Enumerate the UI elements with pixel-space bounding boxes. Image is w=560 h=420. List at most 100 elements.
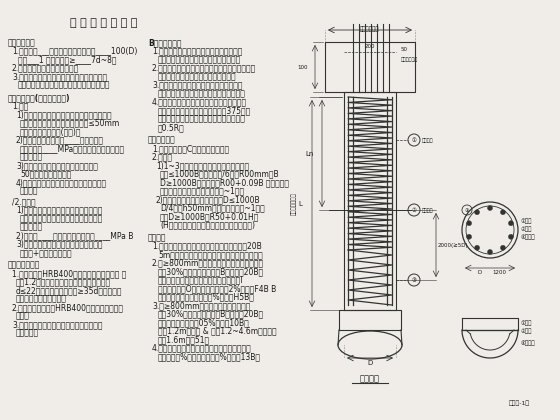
Text: 1.本桩，工程竣工验收后，桩施工完成后至少20B: 1.本桩，工程竣工验收后，桩施工完成后至少20B — [152, 241, 262, 250]
Text: 混凝，使泥浆带入混凝土中，影响最终混凝: 混凝，使泥浆带入混凝土中，影响最终混凝 — [158, 115, 246, 123]
Text: 桩长___1 米，桩间距≥____7d~8。: 桩长___1 米，桩间距≥____7d~8。 — [18, 55, 116, 64]
Text: 四、其他: 四、其他 — [148, 233, 166, 242]
Text: Ln: Ln — [306, 150, 314, 157]
Text: D≥1000B，主筋箍筋R00+0.09B 桩基础标准: D≥1000B，主筋箍筋R00+0.09B 桩基础标准 — [160, 178, 289, 187]
Text: L: L — [298, 200, 302, 207]
Circle shape — [508, 220, 514, 226]
Text: 笼放置不影响清孔效果，须重新清孔。: 笼放置不影响清孔效果，须重新清孔。 — [158, 72, 237, 81]
Circle shape — [466, 220, 472, 226]
Text: ④声测管: ④声测管 — [521, 234, 535, 239]
Text: 三、灌注材料: 三、灌注材料 — [148, 136, 176, 144]
Text: 的影响。: 的影响。 — [20, 186, 39, 195]
Text: 2000(≥5D): 2000(≥5D) — [438, 242, 469, 247]
Text: ①: ① — [412, 137, 417, 142]
Text: 桩顶标高: 桩顶标高 — [422, 137, 433, 142]
Text: 200: 200 — [365, 44, 375, 49]
Text: 钢筋规范，钢筋笼材料施工%，理智H5B。: 钢筋规范，钢筋笼材料施工%，理智H5B。 — [158, 292, 255, 302]
Text: 一、一般规定: 一、一般规定 — [8, 38, 36, 47]
Circle shape — [501, 245, 506, 250]
Text: 焊接，须满焊两侧焊接。: 焊接，须满焊两侧焊接。 — [16, 294, 67, 304]
Text: 2)桩基础施工，桩长为____，本桩基础: 2)桩基础施工，桩长为____，本桩基础 — [16, 136, 104, 144]
Text: 满足钢筋笼%。须满足钢筋笼%。理智13B。: 满足钢筋笼%。须满足钢筋笼%。理智13B。 — [158, 352, 261, 361]
Text: (H：指桩工程竣工验收后进行的工程量清单): (H：指桩工程竣工验收后进行的工程量清单) — [160, 220, 255, 229]
Text: 4.灌注混凝土时，混凝土应分层进行振捣，注: 4.灌注混凝土时，混凝土应分层进行振捣，注 — [152, 97, 247, 107]
Text: 桩头处理做法: 桩头处理做法 — [360, 26, 380, 32]
Text: 3.桩≥800mm，须监测相关规范，相关: 3.桩≥800mm，须监测相关规范，相关 — [152, 301, 250, 310]
Circle shape — [466, 234, 472, 239]
Text: 桩身大样: 桩身大样 — [360, 374, 380, 383]
Text: 意避免导管插入混凝土深度不够。375钢管: 意避免导管插入混凝土深度不够。375钢管 — [158, 106, 251, 115]
Text: /2.钻孔桩: /2.钻孔桩 — [12, 197, 36, 206]
Text: 地面标高: 地面标高 — [422, 207, 433, 213]
Text: 桩基础施工说明: 桩基础施工说明 — [291, 192, 297, 215]
Text: ①钢筋: ①钢筋 — [521, 320, 533, 326]
Text: 监理认可。: 监理认可。 — [20, 223, 43, 231]
Text: 土0.5R。: 土0.5R。 — [158, 123, 185, 132]
Text: 2)桩基础的钢筋笼螺旋箍筋直径D≤1000B: 2)桩基础的钢筋笼螺旋箍筋直径D≤1000B — [156, 195, 260, 204]
Text: 外打接，监督O钢筋笼钢筋材料计2%，理智F4B B: 外打接，监督O钢筋笼钢筋材料计2%，理智F4B B — [158, 284, 276, 293]
Text: 孔验证+。经验收合格。: 孔验证+。经验收合格。 — [20, 248, 73, 257]
Text: 桩顶嵌入承台: 桩顶嵌入承台 — [401, 57, 418, 62]
Text: 钢筋笼的制作，施工05%，理智10B。: 钢筋笼的制作，施工05%，理智10B。 — [158, 318, 250, 327]
Text: 2.钢筋笼: 2.钢筋笼 — [152, 152, 173, 162]
Text: ②: ② — [412, 207, 417, 213]
Circle shape — [501, 210, 506, 215]
Text: 单桩建设。自然桩径(以实)。: 单桩建设。自然桩径(以实)。 — [20, 127, 82, 136]
Text: 有关规定。: 有关规定。 — [16, 328, 39, 338]
Text: 施工单位、合理选用，并报甲方批准，并: 施工单位、合理选用，并报甲方批准，并 — [20, 214, 103, 223]
Text: d≤22时钢筋焊接，配箍筋≥35d，并须重叠: d≤22时钢筋焊接，配箍筋≥35d，并须重叠 — [16, 286, 123, 295]
Text: 1)本桩基础施工，桩位的偏差不得超过规范所: 1)本桩基础施工，桩位的偏差不得超过规范所 — [16, 110, 111, 119]
Text: 等，应达到工程设计的技术要求及有关标准。: 等，应达到工程设计的技术要求及有关标准。 — [18, 81, 110, 89]
Text: 钢筋D≥1000B，R50+0.01H。: 钢筋D≥1000B，R50+0.01H。 — [160, 212, 259, 221]
Text: 2.桩基施工应按国家规定执行。: 2.桩基施工应按国家规定执行。 — [12, 63, 80, 73]
Text: 100: 100 — [298, 65, 308, 69]
Text: 2)本桩径____采用旋挖钻孔施工桩____MPa B: 2)本桩径____采用旋挖钻孔施工桩____MPa B — [16, 231, 133, 240]
Circle shape — [508, 234, 514, 239]
Text: 2.灌注混凝土前应进行清孔，浇筑时清孔后，钢筋: 2.灌注混凝土前应进行清孔，浇筑时清孔后，钢筋 — [152, 63, 256, 73]
Text: 1.成孔: 1.成孔 — [12, 102, 29, 110]
Text: 钢筋≤1000B，主钢筋箍/6钢筋R00mm，B: 钢筋≤1000B，主钢筋箍/6钢筋R00mm，B — [160, 170, 279, 178]
Text: （桩页-1）: （桩页-1） — [509, 400, 530, 406]
Text: 认真核对混凝土标号，必须对混凝土搅拌。: 认真核对混凝土标号，必须对混凝土搅拌。 — [158, 89, 246, 98]
Text: 规，桩基础的清孔后泥浆沉渣厚度≤50mm: 规，桩基础的清孔后泥浆沉渣厚度≤50mm — [20, 118, 120, 128]
Text: 4)桩基础施工应尽量减少各种对周边建筑物: 4)桩基础施工应尽量减少各种对周边建筑物 — [16, 178, 107, 187]
Circle shape — [488, 249, 492, 255]
Text: 3.桩位、标高、桩底承载力、充盈系数、泥浆: 3.桩位、标高、桩底承载力、充盈系数、泥浆 — [12, 72, 107, 81]
Text: 3)成孔后必须进行泥浆、成孔。理清、成: 3)成孔后必须进行泥浆、成孔。理清、成 — [16, 239, 102, 249]
Text: ③: ③ — [412, 278, 417, 283]
Circle shape — [488, 205, 492, 210]
Text: 钢筋笼标准规格，螺旋箍筋间距~1根。: 钢筋笼标准规格，螺旋箍筋间距~1根。 — [160, 186, 245, 195]
Text: 1)本工程采用旋挖成孔施工，具体机具由: 1)本工程采用旋挖成孔施工，具体机具由 — [16, 205, 102, 215]
Text: 50: 50 — [401, 47, 408, 52]
Text: D: D — [367, 360, 372, 366]
Text: 三、钢筋笼制作: 三、钢筋笼制作 — [8, 260, 40, 270]
Text: 1.混凝土强度为C。级别时钢筋笼。: 1.混凝土强度为C。级别时钢筋笼。 — [152, 144, 229, 153]
Text: ③: ③ — [465, 207, 469, 213]
Text: 灌 注 桩 桩 一 说 明: 灌 注 桩 桩 一 说 明 — [70, 18, 137, 28]
Text: ①钢筋: ①钢筋 — [521, 218, 533, 223]
Circle shape — [474, 210, 479, 215]
Circle shape — [474, 245, 479, 250]
Text: B、灌注混凝土: B、灌注混凝土 — [148, 38, 181, 47]
Text: ②箍筋: ②箍筋 — [521, 226, 533, 231]
Text: 并应在成孔表面钢筋笼放置稳妥后进行。: 并应在成孔表面钢筋笼放置稳妥后进行。 — [158, 55, 241, 64]
Text: 焊接。: 焊接。 — [16, 312, 30, 320]
Text: 减少沉渣。: 减少沉渣。 — [20, 152, 43, 162]
Text: 1)1~3根，使用满足技术标准的钢筋笼且: 1)1~3根，使用满足技术标准的钢筋笼且 — [156, 161, 249, 170]
Text: 规范30%，桩身材料所受力B，理智的20B，: 规范30%，桩身材料所受力B，理智的20B， — [158, 310, 264, 318]
Text: 桩身1.6m规范51。: 桩身1.6m规范51。 — [158, 335, 210, 344]
Text: 3)成孔后要求及时验收，验收合格后才: 3)成孔后要求及时验收，验收合格后才 — [16, 161, 98, 170]
Text: 桩身1.2m桩身笼 & 桩身1.2~4.6m规范之。: 桩身1.2m桩身笼 & 桩身1.2~4.6m规范之。 — [158, 326, 277, 336]
Text: 3.钢筋外保护层厚度根据国家标准施工，并: 3.钢筋外保护层厚度根据国家标准施工，并 — [12, 320, 102, 329]
Text: 1.主筋规格为HRB400钢筋，级别：钢筋直径 为: 1.主筋规格为HRB400钢筋，级别：钢筋直径 为 — [12, 269, 127, 278]
Text: 间距1.2间距，钢筋的连接须符合规范要求，: 间距1.2间距，钢筋的连接须符合规范要求， — [16, 278, 111, 286]
Text: 5m桩基础进行工作，吊桩，施工前须进行预试。: 5m桩基础进行工作，吊桩，施工前须进行预试。 — [158, 250, 263, 259]
Text: 二、成孔广度(桩径允许偏差): 二、成孔广度(桩径允许偏差) — [8, 93, 71, 102]
Text: D/4钢筋h50mm，螺旋箍筋间距~1根。: D/4钢筋h50mm，螺旋箍筋间距~1根。 — [160, 204, 265, 213]
Text: 2.钢筋笼箍筋型号为HRB400钢筋，须满焊两侧: 2.钢筋笼箍筋型号为HRB400钢筋，须满焊两侧 — [12, 303, 124, 312]
Text: 1200: 1200 — [492, 270, 506, 275]
Text: ④声测管: ④声测管 — [521, 340, 535, 346]
Text: 2.桩≥800mm，须监测相关规范或规范，相关: 2.桩≥800mm，须监测相关规范或规范，相关 — [152, 258, 264, 268]
Text: 规范30%，桩身材料所受力B，理智的20B，: 规范30%，桩身材料所受力B，理智的20B， — [158, 267, 264, 276]
Text: ②箍筋: ②箍筋 — [521, 328, 533, 333]
